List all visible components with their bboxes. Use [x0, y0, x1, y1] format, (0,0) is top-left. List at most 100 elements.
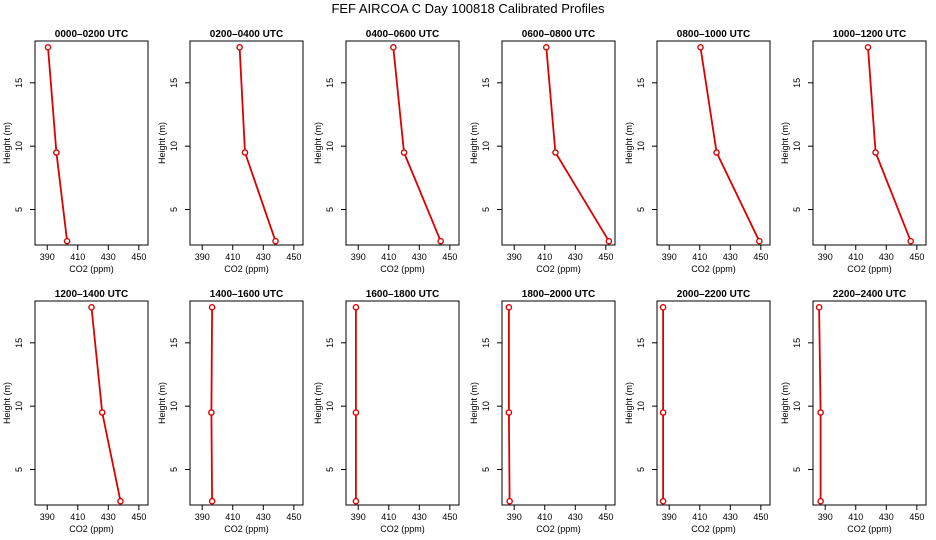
data-point [352, 304, 360, 311]
data-point [605, 237, 613, 245]
x-tick-label: 450 [286, 512, 301, 522]
plot-frame [656, 300, 771, 506]
profile-line [392, 47, 442, 242]
profile-line [90, 307, 122, 502]
y-axis-label: Height (m) [469, 122, 479, 164]
x-tick-label: 430 [568, 252, 583, 262]
y-axis-label: Height (m) [780, 382, 790, 424]
x-tick-label: 390 [40, 512, 55, 522]
plot-frame [656, 40, 771, 246]
data-point [552, 149, 559, 156]
profile-line [238, 47, 277, 242]
data-point [208, 304, 216, 311]
y-tick-label: 10 [481, 401, 491, 411]
y-tick-label: 5 [792, 207, 802, 212]
data-point [713, 149, 720, 156]
data-point [390, 44, 397, 51]
y-tick-label: 10 [792, 401, 802, 411]
x-axis-label: CO2 (ppm) [691, 524, 736, 534]
x-tick-label: 430 [256, 512, 271, 522]
y-tick-label: 15 [636, 338, 646, 348]
profile-line [507, 307, 511, 502]
y-tick-label: 15 [325, 338, 335, 348]
y-tick-label: 10 [14, 141, 24, 151]
profile-panel: 0200–0400 UTC 390 410 430 450 CO2 (ppm) 5 10 15 H… [157, 29, 304, 274]
y-tick-label: 15 [14, 338, 24, 348]
y-tick-label: 10 [481, 141, 491, 151]
y-tick-label: 10 [14, 401, 24, 411]
data-point [208, 409, 215, 416]
x-tick-label: 450 [598, 252, 613, 262]
y-tick-label: 5 [169, 207, 179, 212]
y-tick-label: 15 [169, 338, 179, 348]
profile-panel: 0400–0600 UTC 390 410 430 450 CO2 (ppm) 5 10 15 H… [313, 29, 460, 274]
x-tick-label: 410 [537, 512, 552, 522]
y-axis-label: Height (m) [313, 382, 323, 424]
plot-frame [345, 300, 460, 506]
x-axis-label: CO2 (ppm) [536, 264, 581, 274]
y-tick-label: 5 [325, 207, 335, 212]
x-tick-label: 450 [753, 252, 768, 262]
data-point [88, 304, 95, 311]
x-tick-label: 450 [442, 512, 457, 522]
x-tick-label: 410 [537, 252, 552, 262]
y-tick-label: 10 [792, 141, 802, 151]
y-tick-label: 15 [792, 338, 802, 348]
x-tick-label: 390 [40, 252, 55, 262]
y-tick-label: 15 [636, 78, 646, 88]
y-axis-label: Height (m) [2, 122, 12, 164]
x-axis-label: CO2 (ppm) [69, 264, 114, 274]
x-tick-label: 410 [848, 252, 863, 262]
x-tick-label: 430 [412, 252, 427, 262]
data-point [53, 149, 60, 156]
profile-panel: 1200–1400 UTC 390 410 430 450 CO2 (ppm) 5 10 15 H… [2, 289, 149, 534]
panel-title: 0000–0200 UTC [55, 29, 128, 40]
x-tick-label: 390 [662, 512, 677, 522]
profile-panel: 0600–0800 UTC 390 410 430 450 CO2 (ppm) 5 10 15 H… [469, 29, 616, 274]
x-tick-label: 410 [225, 252, 240, 262]
plot-frame [501, 300, 616, 506]
y-tick-label: 15 [325, 78, 335, 88]
x-axis-label: CO2 (ppm) [536, 524, 581, 534]
x-tick-label: 430 [879, 252, 894, 262]
panel-title: 0800–1000 UTC [677, 29, 750, 40]
x-axis-label: CO2 (ppm) [224, 524, 269, 534]
profile-line [545, 47, 610, 242]
panel-title: 0600–0800 UTC [522, 29, 595, 40]
data-point [272, 237, 279, 245]
y-axis-label: Height (m) [469, 382, 479, 424]
y-axis-label: Height (m) [313, 122, 323, 164]
x-axis-label: CO2 (ppm) [224, 264, 269, 274]
x-tick-label: 390 [818, 512, 833, 522]
y-tick-label: 5 [636, 207, 646, 212]
x-tick-label: 410 [381, 512, 396, 522]
profile-panel: 2200–2400 UTC 390 410 430 450 CO2 (ppm) 5 10 15 H… [780, 289, 927, 534]
plot-frame [34, 40, 149, 246]
data-point [505, 304, 513, 311]
x-tick-label: 450 [442, 252, 457, 262]
data-point [44, 44, 52, 51]
data-point [659, 409, 667, 416]
profile-line [699, 47, 761, 242]
y-tick-label: 15 [169, 78, 179, 88]
x-axis-label: CO2 (ppm) [847, 524, 892, 534]
x-tick-label: 450 [286, 252, 301, 262]
x-axis-label: CO2 (ppm) [69, 524, 114, 534]
profile-panel: 1400–1600 UTC 390 410 430 450 CO2 (ppm) 5 10 15 H… [157, 289, 304, 534]
profile-panel: 1000–1200 UTC 390 410 430 450 CO2 (ppm) 5 10 15 H… [780, 29, 927, 274]
profile-panel: 0000–0200 UTC 390 410 430 450 CO2 (ppm) 5 10 15 H… [2, 29, 149, 274]
x-tick-label: 390 [351, 512, 366, 522]
data-point [697, 44, 704, 51]
data-point [864, 44, 872, 51]
y-tick-label: 10 [636, 141, 646, 151]
panel-title: 1800–2000 UTC [522, 289, 595, 300]
profile-line [818, 307, 822, 502]
x-tick-label: 450 [131, 252, 146, 262]
plot-frame [189, 40, 304, 246]
plot-frame [34, 300, 149, 506]
data-point [352, 409, 360, 416]
y-tick-label: 10 [169, 141, 179, 151]
x-tick-label: 410 [70, 512, 85, 522]
y-tick-label: 5 [481, 467, 491, 472]
